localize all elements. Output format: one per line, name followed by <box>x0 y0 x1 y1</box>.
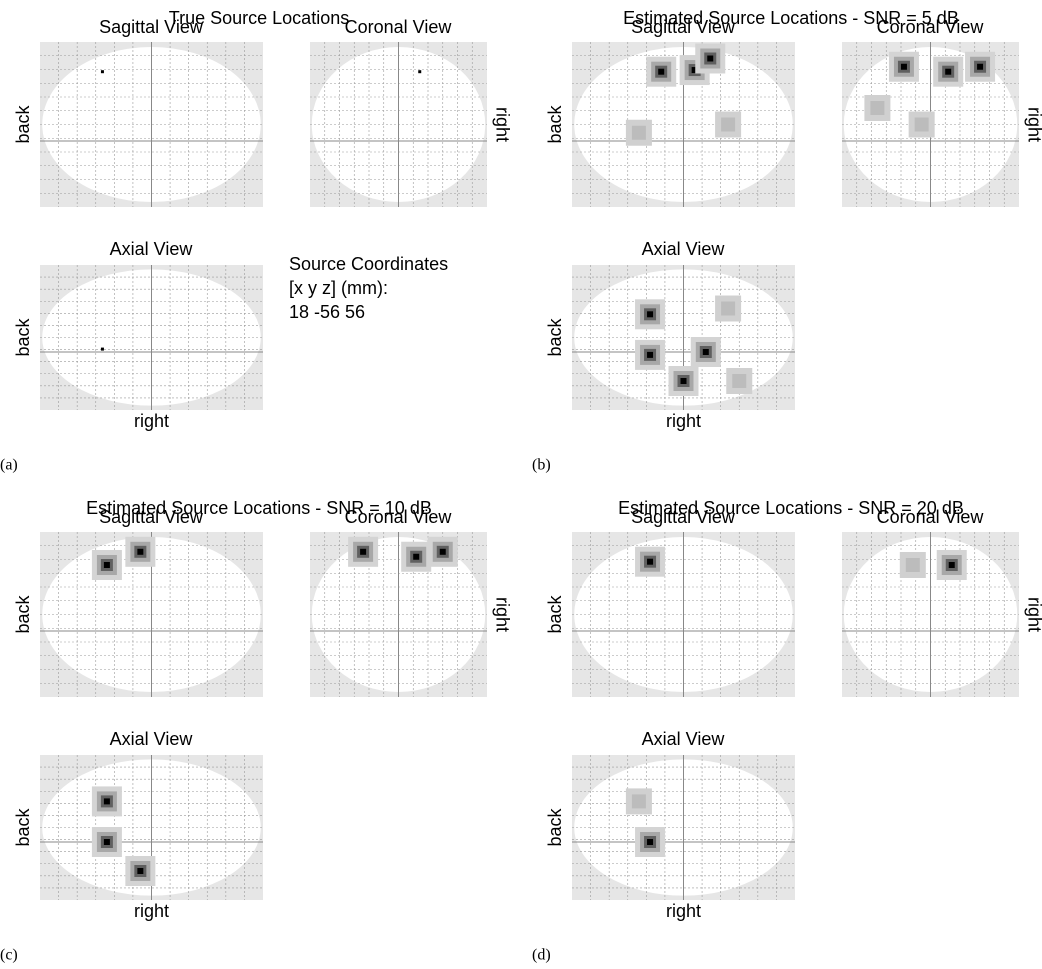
panel-label: (b) <box>532 457 551 474</box>
activation-blob <box>901 64 907 70</box>
activation-blob <box>360 549 366 555</box>
activation-blob <box>413 554 419 560</box>
activation-blob <box>632 794 646 808</box>
activation-blob <box>104 562 110 568</box>
activation-blob <box>870 101 884 115</box>
side-label: right <box>492 597 512 632</box>
activation-blob <box>915 118 929 132</box>
activation-blob <box>104 798 110 804</box>
side-label: right <box>1024 597 1042 632</box>
activation-blob <box>732 374 746 388</box>
source-dot <box>101 70 104 73</box>
activation-blob <box>721 118 735 132</box>
side-label: back <box>13 594 33 633</box>
panel: True Source Locations(a)Sagittal Viewbac… <box>0 8 512 474</box>
view-title: Coronal View <box>345 507 453 527</box>
side-label: back <box>545 104 565 143</box>
view-title: Axial View <box>110 729 194 749</box>
view-title: Coronal View <box>877 17 985 37</box>
panel: Estimated Source Locations - SNR = 5 dB(… <box>532 8 1042 474</box>
activation-blob <box>949 562 955 568</box>
activation-blob <box>104 839 110 845</box>
view-title: Sagittal View <box>99 507 204 527</box>
source-coordinates: 18 -56 56 <box>289 302 365 322</box>
activation-blob <box>647 352 653 358</box>
source-coordinates: [x y z] (mm): <box>289 278 388 298</box>
side-label: back <box>13 317 33 356</box>
view-title: Coronal View <box>345 17 453 37</box>
activation-blob <box>647 839 653 845</box>
panel-label: (a) <box>0 457 18 474</box>
activation-blob <box>632 126 646 140</box>
bottom-label: right <box>134 901 169 921</box>
side-label: back <box>13 104 33 143</box>
activation-blob <box>647 559 653 565</box>
view-title: Coronal View <box>877 507 985 527</box>
activation-blob <box>977 64 983 70</box>
panel-label: (c) <box>0 947 18 964</box>
bottom-label: right <box>666 901 701 921</box>
activation-blob <box>658 69 664 75</box>
activation-blob <box>703 349 709 355</box>
activation-blob <box>707 56 713 62</box>
panel-label: (d) <box>532 947 551 964</box>
source-dot <box>101 348 104 351</box>
activation-blob <box>906 558 920 572</box>
activation-blob <box>945 69 951 75</box>
bottom-label: right <box>134 411 169 431</box>
source-dot <box>418 70 421 73</box>
side-label: back <box>545 594 565 633</box>
side-label: back <box>13 807 33 846</box>
view-title: Sagittal View <box>631 17 736 37</box>
side-label: back <box>545 807 565 846</box>
side-label: right <box>1024 107 1042 142</box>
activation-blob <box>440 549 446 555</box>
source-coordinates: Source Coordinates <box>289 254 448 274</box>
panel: Estimated Source Locations - SNR = 10 dB… <box>0 498 512 964</box>
panel: Estimated Source Locations - SNR = 20 dB… <box>532 498 1042 964</box>
activation-blob <box>137 549 143 555</box>
view-title: Axial View <box>642 729 726 749</box>
side-label: right <box>492 107 512 142</box>
view-title: Sagittal View <box>99 17 204 37</box>
activation-blob <box>721 302 735 316</box>
view-title: Axial View <box>110 239 194 259</box>
activation-blob <box>681 378 687 384</box>
figure: True Source Locations(a)Sagittal Viewbac… <box>0 0 1042 969</box>
activation-blob <box>137 868 143 874</box>
side-label: back <box>545 317 565 356</box>
activation-blob <box>647 311 653 317</box>
view-title: Axial View <box>642 239 726 259</box>
view-title: Sagittal View <box>631 507 736 527</box>
bottom-label: right <box>666 411 701 431</box>
